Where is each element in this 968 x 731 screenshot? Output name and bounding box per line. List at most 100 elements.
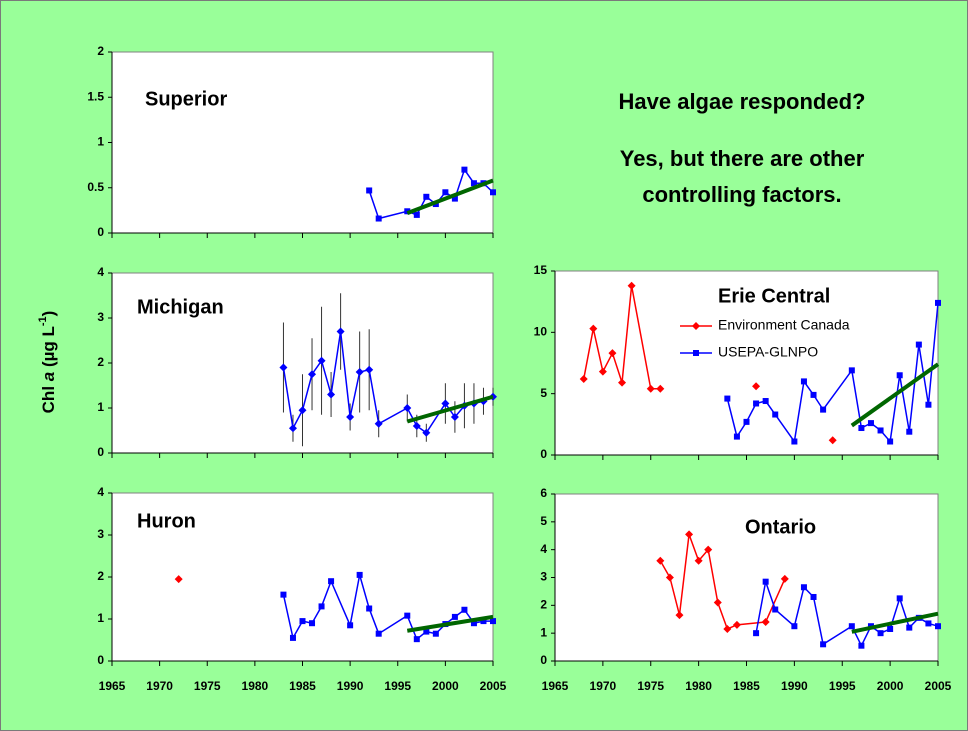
trend-line [406,178,494,215]
y-tick-label: 3 [97,310,104,324]
data-point [887,438,894,445]
data-point [309,620,316,627]
data-point [713,598,722,607]
x-tick-label: 1975 [194,679,221,693]
data-point [490,189,496,196]
data-point [423,628,430,635]
x-tick-label: 1970 [146,679,173,693]
data-point [772,411,779,418]
data-point [724,395,731,402]
data-point [935,623,941,630]
y-label-part: a [39,372,58,381]
y-label-part: -1 [37,316,49,326]
data-point [432,630,439,637]
data-point [328,578,335,585]
data-point [762,398,769,405]
data-point [451,613,458,620]
data-point [848,623,855,630]
x-tick-label: 2000 [432,679,459,693]
y-tick-label: 1 [97,400,104,414]
x-tick-label: 2005 [925,679,952,693]
data-point [579,374,588,383]
legend-label: USEPA-GLNPO [718,344,818,360]
data-point [365,365,374,374]
data-point [413,636,420,643]
data-point [317,356,326,365]
data-point [490,618,496,625]
x-tick-label: 1990 [781,679,808,693]
data-point [422,428,431,437]
data-point [480,618,487,625]
data-point [752,382,761,391]
heading: controlling factors. [642,182,841,207]
y-tick-label: 1 [97,135,104,149]
data-point [608,349,617,358]
data-point [877,427,884,434]
panel-title: Superior [145,88,227,110]
panel-title: Ontario [745,516,816,538]
y-axis-label: Chl a (µg L-1) [37,311,59,414]
data-point [280,591,287,598]
x-tick-label: 2005 [480,679,507,693]
y-tick-label: 1.5 [87,89,104,103]
y-label-part: ) [39,311,58,317]
y-tick-label: 0 [97,445,104,459]
x-tick-label: 1985 [733,679,760,693]
data-point [858,425,865,432]
data-point [810,593,817,600]
data-point [356,571,363,578]
data-point [694,556,703,565]
data-point [896,372,903,379]
data-point [800,584,807,591]
data-point [753,630,760,637]
legend-marker [693,350,699,356]
data-point [762,578,769,585]
data-point [308,370,317,379]
data-point [375,630,382,637]
y-tick-label: 4 [97,265,104,279]
data-point [828,436,837,445]
data-point [925,620,932,627]
x-tick-label: 1975 [637,679,664,693]
data-point [327,390,336,399]
data-point [906,624,913,631]
panel-title: Erie Central [718,285,830,307]
data-point [675,611,684,620]
data-point [665,573,674,582]
data-point [704,545,713,554]
data-point [375,215,382,222]
data-point [887,625,894,632]
data-point [403,404,412,412]
data-point [820,406,827,413]
data-point [589,324,598,333]
y-tick-label: 6 [540,486,547,500]
y-tick-label: 2 [97,355,104,369]
data-point [598,367,607,376]
y-tick-label: 3 [97,527,104,541]
data-point [685,530,694,539]
data-point [461,166,468,173]
data-point [743,418,750,425]
data-point [915,341,922,348]
data-point [441,399,450,408]
data-point [461,606,468,613]
data-point [877,630,884,637]
data-point [618,378,627,387]
data-point [867,420,874,427]
y-tick-label: 10 [534,325,548,339]
data-point [646,384,655,393]
y-tick-label: 2 [97,569,104,583]
x-tick-label: 1970 [590,679,617,693]
heading: Yes, but there are other [620,146,865,171]
y-tick-label: 0 [540,447,547,461]
data-point [848,367,855,374]
data-point [318,603,325,610]
heading: Have algae responded? [619,89,866,114]
data-point [723,624,732,633]
x-tick-label: 1980 [685,679,712,693]
data-point [174,575,183,584]
data-point [366,187,373,194]
data-point [925,401,932,408]
